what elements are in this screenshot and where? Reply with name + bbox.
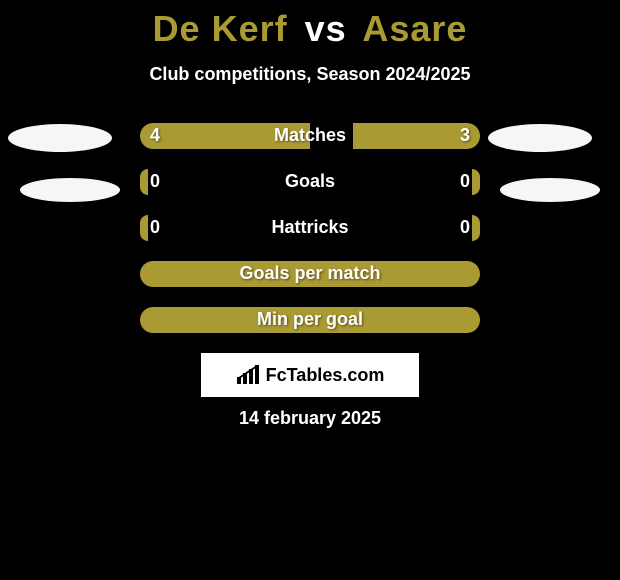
fctables-logo: FcTables.com <box>201 353 419 397</box>
stats-container: Matches43Goals00Hattricks00Goals per mat… <box>0 123 620 333</box>
stat-label: Goals per match <box>0 263 620 284</box>
stat-label: Hattricks <box>0 217 620 238</box>
stat-value-right: 0 <box>460 171 470 192</box>
stat-label: Goals <box>0 171 620 192</box>
stat-value-right: 0 <box>460 217 470 238</box>
stat-row: Hattricks0 0 <box>0 215 620 241</box>
stat-value-left: 0 <box>150 171 160 192</box>
comparison-title: De Kerf vs Asare <box>0 0 620 50</box>
date-text: 14 february 2025 <box>0 408 620 429</box>
stat-label: Matches <box>0 125 620 146</box>
stat-label: Min per goal <box>0 309 620 330</box>
title-vs: vs <box>305 8 347 49</box>
fctables-logo-inner: FcTables.com <box>236 365 385 386</box>
stat-row: Goals per match <box>0 261 620 287</box>
bars-icon <box>236 365 262 385</box>
logo-text: FcTables.com <box>266 365 385 386</box>
stat-row: Goals0 0 <box>0 169 620 195</box>
stat-value-left: 4 <box>150 125 160 146</box>
player2-name: Asare <box>362 8 467 49</box>
subtitle: Club competitions, Season 2024/2025 <box>0 64 620 85</box>
stat-row: Min per goal <box>0 307 620 333</box>
stat-row: Matches4 3 <box>0 123 620 149</box>
player1-name: De Kerf <box>153 8 288 49</box>
stat-value-left: 0 <box>150 217 160 238</box>
stat-value-right: 3 <box>460 125 470 146</box>
